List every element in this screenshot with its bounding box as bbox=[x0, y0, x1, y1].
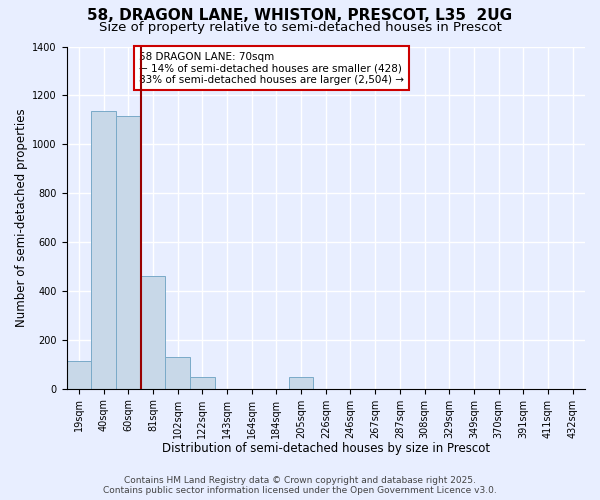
X-axis label: Distribution of semi-detached houses by size in Prescot: Distribution of semi-detached houses by … bbox=[161, 442, 490, 455]
Text: Size of property relative to semi-detached houses in Prescot: Size of property relative to semi-detach… bbox=[98, 21, 502, 34]
Text: 58, DRAGON LANE, WHISTON, PRESCOT, L35  2UG: 58, DRAGON LANE, WHISTON, PRESCOT, L35 2… bbox=[88, 8, 512, 22]
Y-axis label: Number of semi-detached properties: Number of semi-detached properties bbox=[15, 108, 28, 327]
Bar bbox=[116, 116, 140, 388]
Text: Contains HM Land Registry data © Crown copyright and database right 2025.
Contai: Contains HM Land Registry data © Crown c… bbox=[103, 476, 497, 495]
Bar bbox=[190, 376, 215, 388]
Bar bbox=[91, 112, 116, 388]
Bar bbox=[289, 376, 313, 388]
Bar bbox=[140, 276, 165, 388]
Text: 58 DRAGON LANE: 70sqm
← 14% of semi-detached houses are smaller (428)
83% of sem: 58 DRAGON LANE: 70sqm ← 14% of semi-deta… bbox=[139, 52, 404, 85]
Bar bbox=[165, 357, 190, 388]
Bar bbox=[67, 361, 91, 388]
